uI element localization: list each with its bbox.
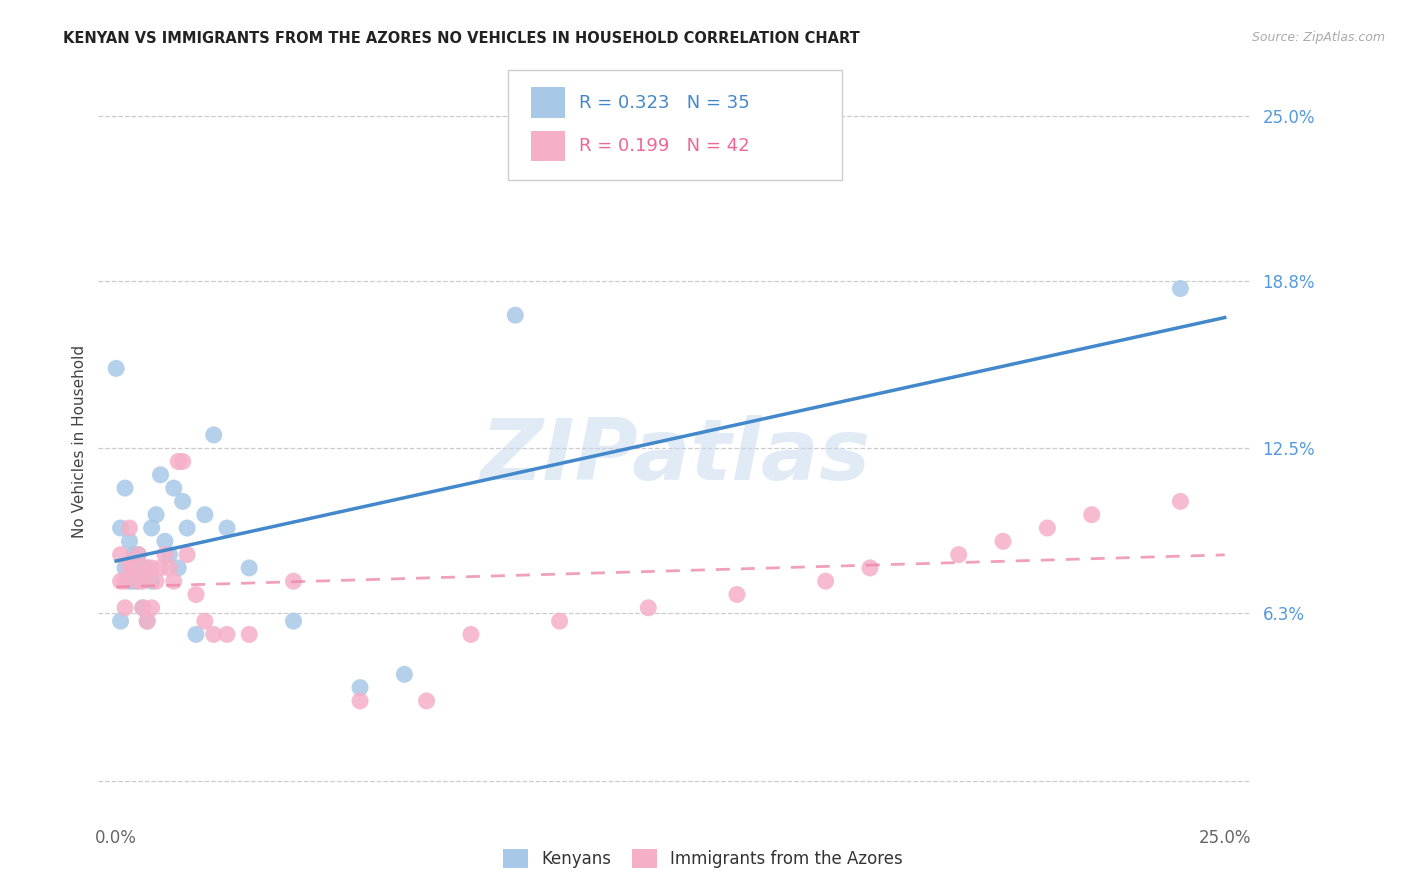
Point <box>1080 508 1102 522</box>
FancyBboxPatch shape <box>508 70 842 180</box>
Point <box>172 454 194 468</box>
Point <box>859 561 882 575</box>
Point <box>105 361 128 376</box>
Point <box>141 600 163 615</box>
Point <box>149 467 172 482</box>
Point <box>141 561 163 575</box>
Point <box>814 574 837 589</box>
Point <box>136 561 159 575</box>
Point <box>153 548 176 562</box>
Point <box>349 681 371 695</box>
Point <box>1170 282 1192 296</box>
Point <box>184 587 207 601</box>
Point <box>215 627 238 641</box>
Point <box>114 600 136 615</box>
Point <box>141 521 163 535</box>
Point <box>1036 521 1059 535</box>
Point <box>194 508 217 522</box>
Point <box>136 614 159 628</box>
Point <box>991 534 1014 549</box>
Point <box>132 561 155 575</box>
Point <box>127 574 149 589</box>
Point <box>283 574 305 589</box>
Point <box>153 534 176 549</box>
Point <box>127 548 149 562</box>
Point <box>127 548 149 562</box>
Point <box>948 548 970 562</box>
Legend: Kenyans, Immigrants from the Azores: Kenyans, Immigrants from the Azores <box>495 840 911 877</box>
Point <box>114 481 136 495</box>
Point <box>132 600 155 615</box>
Text: ZIPatlas: ZIPatlas <box>479 415 870 499</box>
FancyBboxPatch shape <box>531 130 565 161</box>
Point <box>460 627 482 641</box>
Point <box>394 667 416 681</box>
Point <box>637 600 659 615</box>
Point <box>110 521 132 535</box>
Point <box>110 574 132 589</box>
Point <box>238 561 260 575</box>
Point <box>127 574 149 589</box>
Point <box>548 614 571 628</box>
Point <box>1170 494 1192 508</box>
Text: Source: ZipAtlas.com: Source: ZipAtlas.com <box>1251 31 1385 45</box>
Point <box>157 548 180 562</box>
Point <box>145 508 167 522</box>
Point <box>141 574 163 589</box>
Point <box>503 308 526 322</box>
Point <box>114 561 136 575</box>
Point <box>157 561 180 575</box>
FancyBboxPatch shape <box>531 87 565 118</box>
Point <box>215 521 238 535</box>
Point <box>176 521 198 535</box>
Point <box>136 614 159 628</box>
Point <box>149 561 172 575</box>
Point <box>415 694 437 708</box>
Point <box>194 614 217 628</box>
Point <box>163 481 186 495</box>
Point <box>176 548 198 562</box>
Point <box>132 574 155 589</box>
Point <box>122 574 145 589</box>
Point <box>202 428 225 442</box>
Text: KENYAN VS IMMIGRANTS FROM THE AZORES NO VEHICLES IN HOUSEHOLD CORRELATION CHART: KENYAN VS IMMIGRANTS FROM THE AZORES NO … <box>63 31 860 46</box>
Point <box>349 694 371 708</box>
Y-axis label: No Vehicles in Household: No Vehicles in Household <box>72 345 87 538</box>
Text: R = 0.323   N = 35: R = 0.323 N = 35 <box>579 94 749 112</box>
Text: R = 0.199   N = 42: R = 0.199 N = 42 <box>579 136 749 155</box>
Point <box>118 521 141 535</box>
Point <box>725 587 748 601</box>
Point <box>167 561 190 575</box>
Point <box>145 574 167 589</box>
Point <box>167 454 190 468</box>
Point <box>283 614 305 628</box>
Point <box>110 614 132 628</box>
Point <box>122 561 145 575</box>
Point <box>122 548 145 562</box>
Point <box>118 561 141 575</box>
Point <box>114 574 136 589</box>
Point <box>132 600 155 615</box>
Point <box>118 534 141 549</box>
Point <box>163 574 186 589</box>
Point <box>238 627 260 641</box>
Point <box>202 627 225 641</box>
Point <box>172 494 194 508</box>
Point <box>184 627 207 641</box>
Point <box>110 548 132 562</box>
Point <box>136 561 159 575</box>
Point <box>118 574 141 589</box>
